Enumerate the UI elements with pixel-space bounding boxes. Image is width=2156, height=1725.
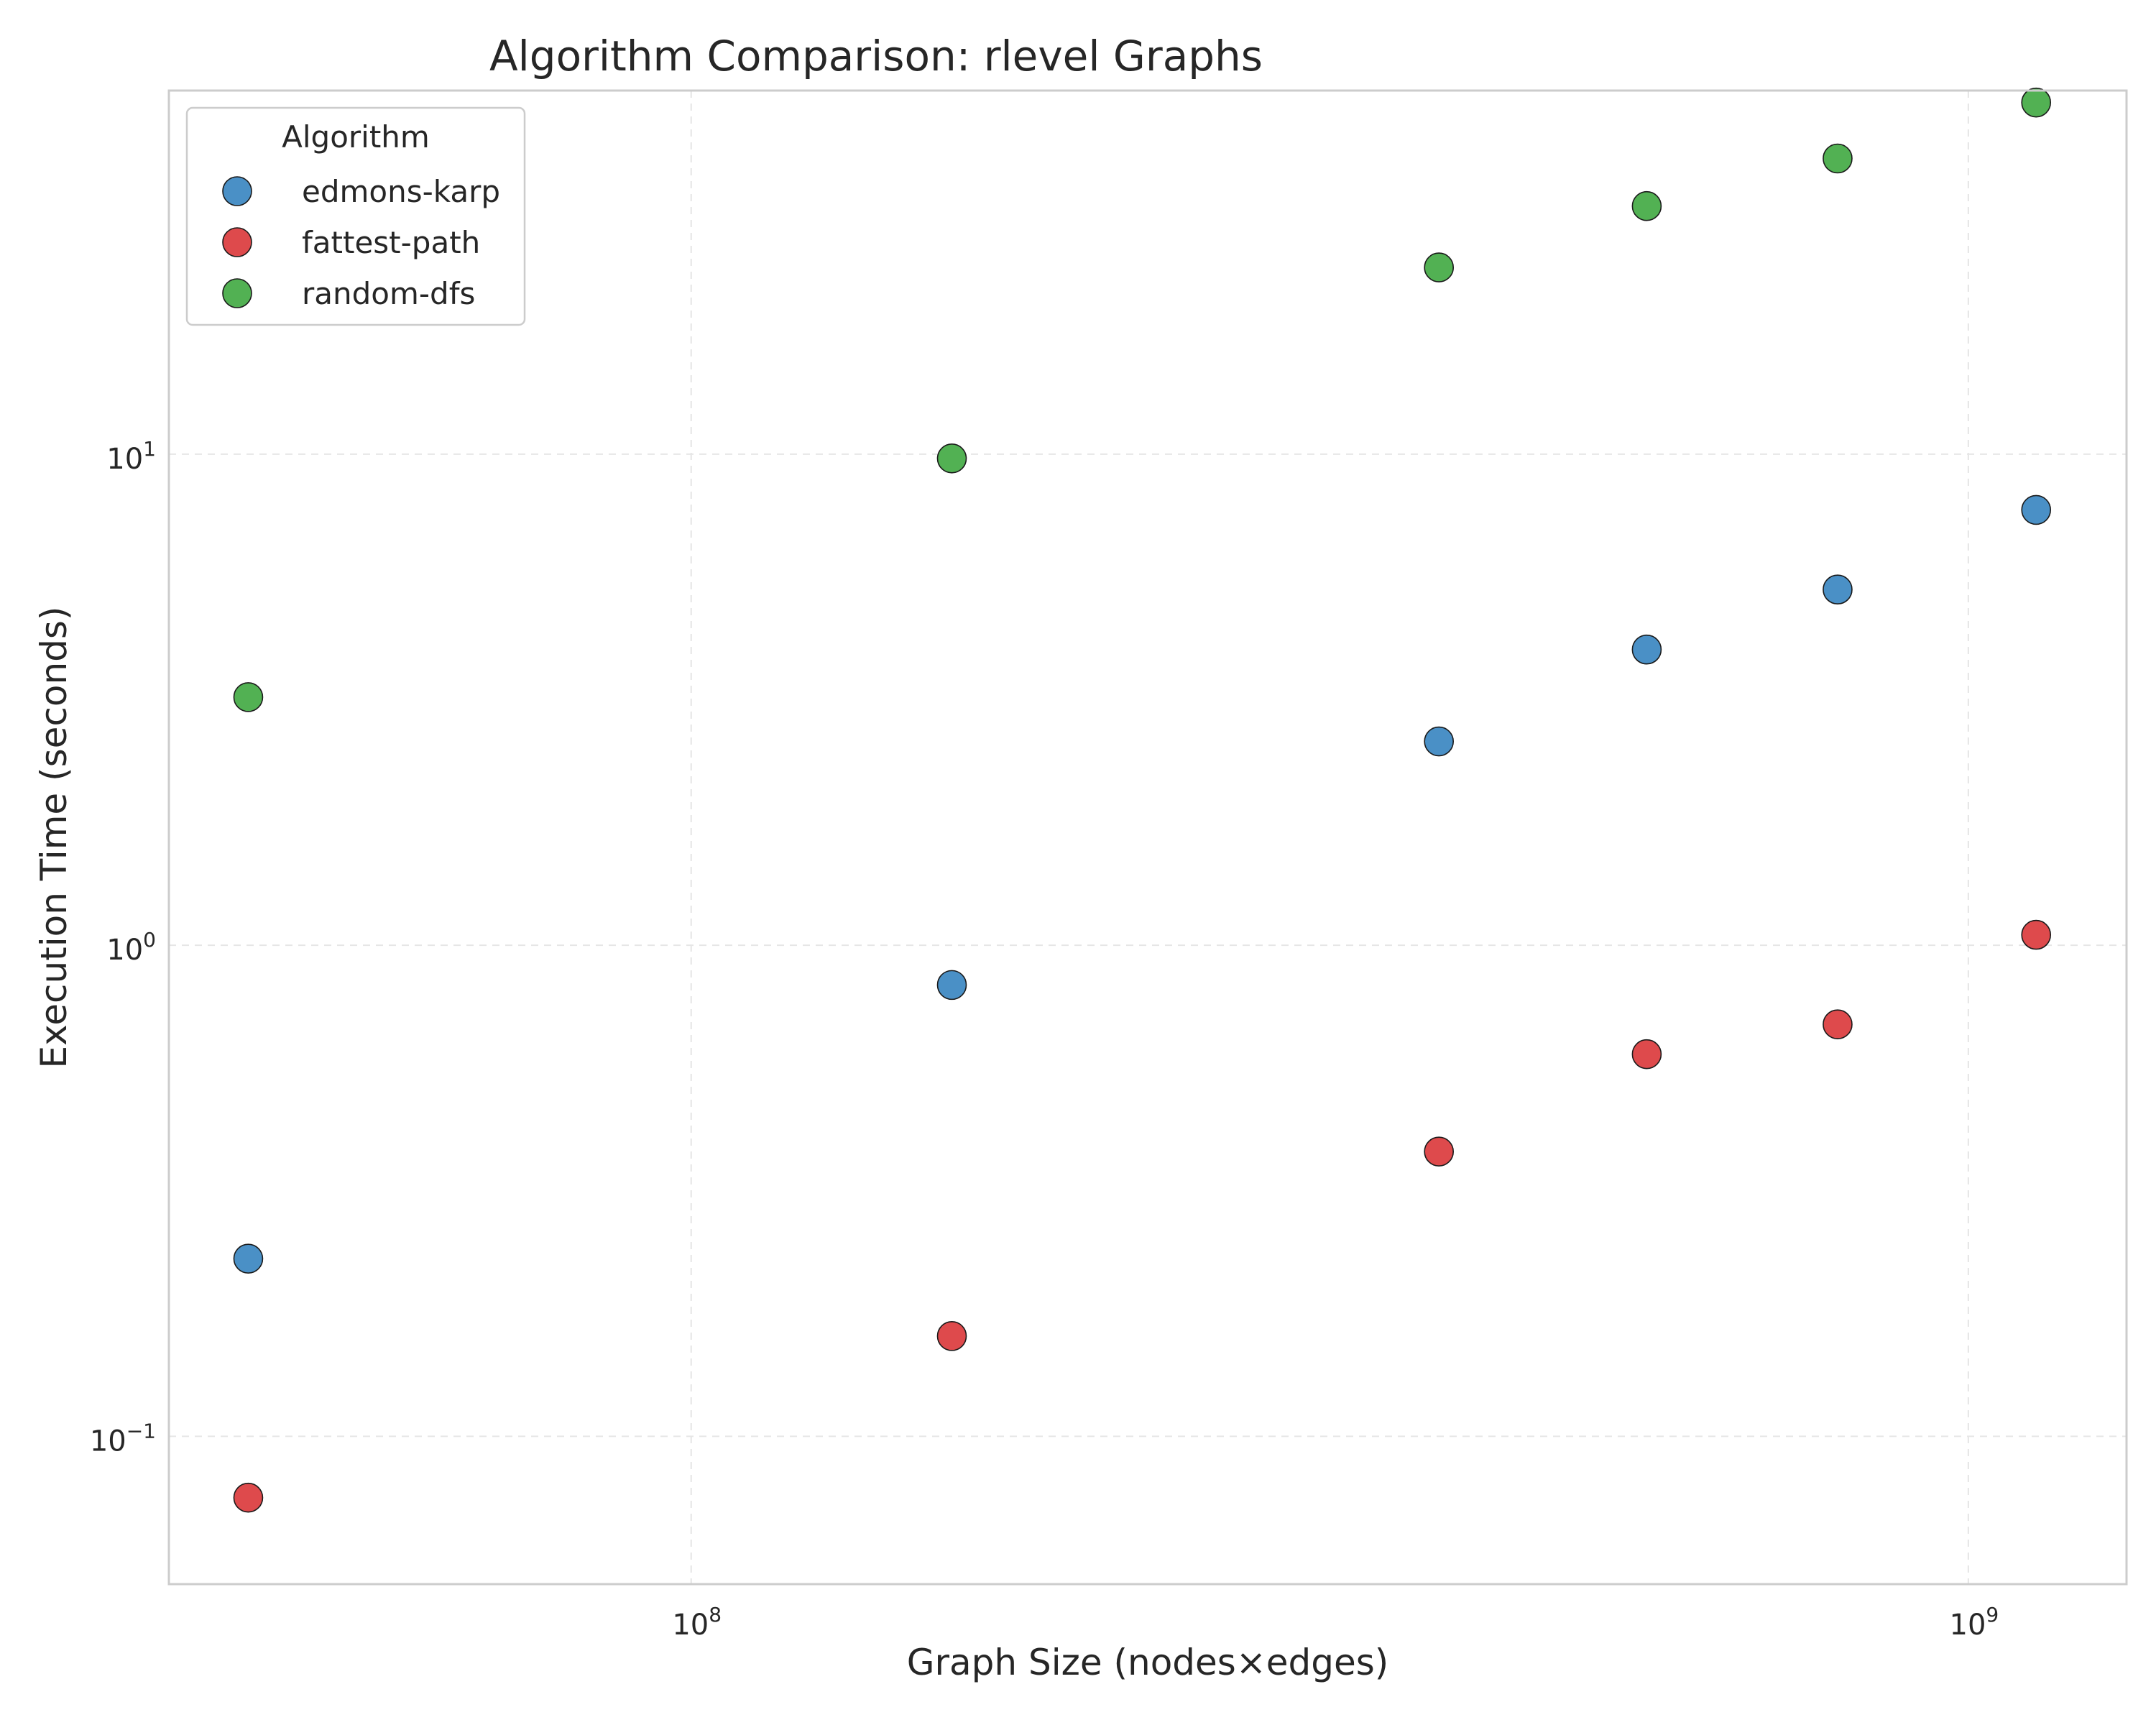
data-point-random-dfs bbox=[2021, 87, 2052, 118]
grid-layer bbox=[169, 91, 2127, 1584]
x-axis-label: Graph Size (nodes×edges) bbox=[907, 1642, 1389, 1683]
legend-marker-edmons-karp bbox=[222, 176, 252, 206]
y-axis-ticks: 10−1 100 101 bbox=[90, 437, 156, 1458]
x-axis-ticks: 108 109 bbox=[672, 1603, 1999, 1642]
y-tick-label: 100 bbox=[106, 928, 156, 967]
data-point-random-dfs bbox=[1631, 190, 1662, 221]
chart-title: Algorithm Comparison: rlevel Graphs bbox=[489, 32, 1263, 80]
legend-marker-random-dfs bbox=[222, 278, 252, 308]
data-point-edmons-karp bbox=[1631, 634, 1662, 665]
x-tick-label: 108 bbox=[672, 1603, 722, 1642]
y-axis-label: Execution Time (seconds) bbox=[33, 607, 75, 1069]
x-tick-label: 109 bbox=[1950, 1603, 1999, 1642]
data-point-random-dfs bbox=[1424, 252, 1454, 282]
legend-label-fattest-path: fattest-path bbox=[302, 225, 480, 260]
data-points bbox=[233, 87, 2052, 1513]
data-point-fattest-path bbox=[1631, 1039, 1662, 1070]
data-point-fattest-path bbox=[1424, 1136, 1454, 1167]
data-point-edmons-karp bbox=[936, 970, 967, 1000]
legend-label-edmons-karp: edmons-karp bbox=[302, 174, 500, 209]
legend-box bbox=[185, 106, 526, 326]
data-point-fattest-path bbox=[2021, 919, 2052, 950]
data-point-edmons-karp bbox=[233, 1243, 264, 1274]
legend: Algorithm edmons-karp fattest-path random-… bbox=[185, 106, 526, 326]
legend-items: edmons-karp fattest-path random-dfs bbox=[222, 174, 500, 311]
legend-label-random-dfs: random-dfs bbox=[302, 276, 475, 311]
data-point-edmons-karp bbox=[1823, 574, 1853, 605]
data-point-fattest-path bbox=[1823, 1009, 1853, 1039]
data-point-random-dfs bbox=[1823, 143, 1853, 174]
plot-frame bbox=[167, 89, 2128, 1586]
data-point-fattest-path bbox=[936, 1321, 967, 1351]
data-point-random-dfs bbox=[233, 682, 264, 712]
y-tick-label: 10−1 bbox=[90, 1419, 156, 1458]
legend-marker-fattest-path bbox=[222, 227, 252, 257]
data-point-edmons-karp bbox=[2021, 494, 2052, 525]
legend-title: Algorithm bbox=[282, 119, 430, 155]
data-point-random-dfs bbox=[936, 443, 967, 474]
data-point-fattest-path bbox=[233, 1482, 264, 1513]
y-tick-label: 101 bbox=[106, 437, 156, 476]
data-point-edmons-karp bbox=[1424, 726, 1454, 757]
